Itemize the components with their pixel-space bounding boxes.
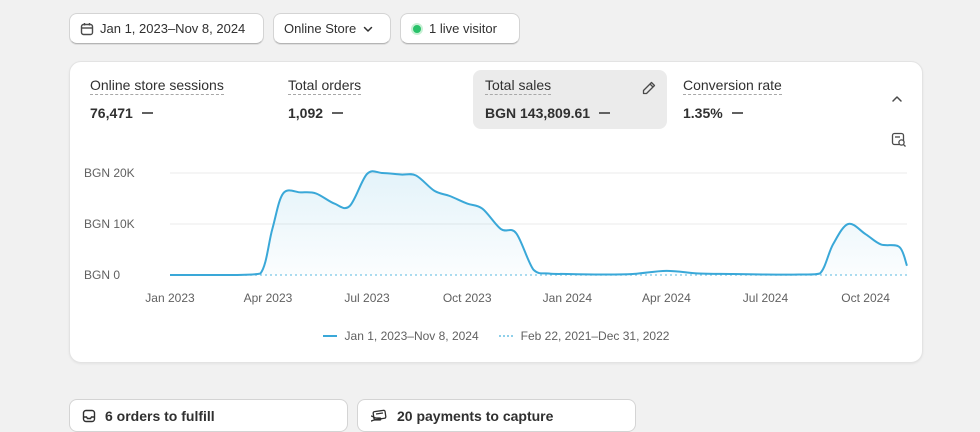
live-visitors-label: 1 live visitor [429, 21, 497, 36]
calendar-icon [80, 22, 94, 35]
channel-selector[interactable]: Online Store [273, 13, 391, 44]
orders-to-fulfill-button[interactable]: 6 orders to fulfill [69, 399, 348, 432]
x-tick-label: Oct 2023 [443, 291, 492, 305]
metric-value: 1,092 [288, 105, 324, 121]
no-change-icon [731, 112, 743, 114]
no-change-icon [332, 112, 344, 114]
metric-online-store-sessions[interactable]: Online store sessions 76,471 [78, 70, 272, 129]
pencil-icon[interactable] [641, 80, 657, 96]
legend-current-label: Jan 1, 2023–Nov 8, 2024 [344, 329, 479, 343]
metric-value: 1.35% [683, 105, 723, 121]
live-indicator-icon [411, 22, 423, 35]
metric-total-orders[interactable]: Total orders 1,092 [276, 70, 470, 129]
payments-to-capture-button[interactable]: 20 payments to capture [357, 399, 636, 432]
date-range-label: Jan 1, 2023–Nov 8, 2024 [100, 21, 246, 36]
channel-label: Online Store [284, 21, 357, 36]
y-tick-label: BGN 10K [84, 217, 135, 231]
payment-icon [370, 409, 387, 422]
x-tick-label: Jan 2024 [543, 291, 593, 305]
sales-area [170, 171, 907, 275]
metric-label[interactable]: Total sales [485, 77, 552, 95]
y-tick-label: BGN 20K [84, 166, 135, 180]
x-tick-label: Apr 2023 [244, 291, 293, 305]
no-change-icon [141, 112, 153, 114]
metric-label[interactable]: Total orders [288, 77, 362, 95]
solid-line-icon [322, 335, 337, 337]
no-change-icon [599, 112, 611, 114]
payments-to-capture-label: 20 payments to capture [397, 407, 554, 424]
x-tick-label: Jul 2023 [344, 291, 390, 305]
x-tick-label: Apr 2024 [642, 291, 691, 305]
metric-value: BGN 143,809.61 [485, 105, 591, 121]
chevron-up-icon[interactable] [890, 92, 904, 106]
chevron-down-icon [364, 26, 373, 32]
inbox-icon [82, 409, 96, 422]
metric-conversion-rate[interactable]: Conversion rate 1.35% [671, 70, 865, 129]
x-tick-label: Oct 2024 [841, 291, 890, 305]
sales-series-line [169, 170, 908, 276]
chart-legend: Jan 1, 2023–Nov 8, 2024 Feb 22, 2021–Dec… [70, 329, 922, 343]
report-search-icon[interactable] [891, 132, 907, 148]
orders-to-fulfill-label: 6 orders to fulfill [105, 407, 215, 424]
sales-chart[interactable]: BGN 20K BGN 10K BGN 0 Jan 2023 Apr 2023 Jul … [70, 152, 922, 312]
x-tick-label: Jul 2024 [743, 291, 789, 305]
legend-comparison-period[interactable]: Feb 22, 2021–Dec 31, 2022 [498, 329, 670, 343]
date-range-picker[interactable]: Jan 1, 2023–Nov 8, 2024 [69, 13, 264, 44]
y-tick-label: BGN 0 [84, 268, 120, 282]
metric-label[interactable]: Conversion rate [683, 77, 782, 95]
sales-analytics-card: Online store sessions 76,471 Total order… [69, 61, 923, 363]
metric-label[interactable]: Online store sessions [90, 77, 224, 95]
live-visitors-button[interactable]: 1 live visitor [400, 13, 520, 44]
x-tick-label: Jan 2023 [145, 291, 195, 305]
legend-comparison-label: Feb 22, 2021–Dec 31, 2022 [520, 329, 670, 343]
legend-current-period[interactable]: Jan 1, 2023–Nov 8, 2024 [322, 329, 479, 343]
dotted-line-icon [498, 335, 513, 337]
metric-value: 76,471 [90, 105, 133, 121]
metric-total-sales[interactable]: Total sales BGN 143,809.61 [473, 70, 667, 129]
